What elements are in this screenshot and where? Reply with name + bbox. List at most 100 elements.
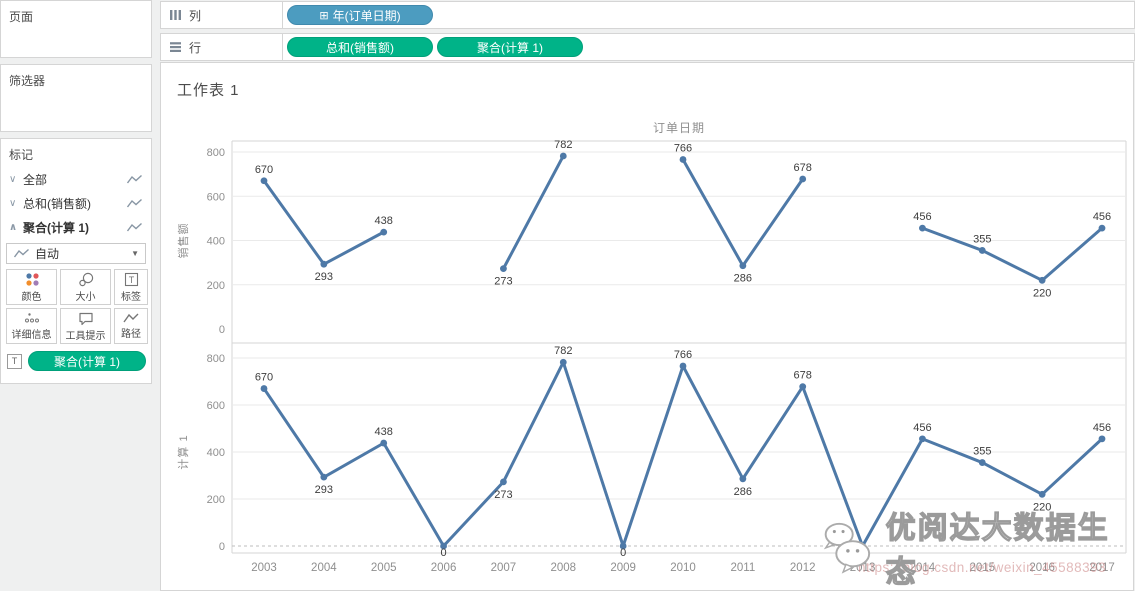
svg-text:286: 286 (734, 486, 752, 498)
worksheet-area: 工作表 1 订单日期 0 200 400 600 800 销售额 670 293 438 273 7… (160, 62, 1134, 591)
svg-text:2015: 2015 (969, 562, 995, 574)
line-mark-icon (126, 174, 143, 185)
svg-text:678: 678 (794, 370, 812, 382)
svg-text:800: 800 (207, 353, 225, 365)
label-button[interactable]: T 标签 (114, 269, 148, 305)
svg-text:2003: 2003 (251, 562, 277, 574)
svg-text:400: 400 (207, 236, 225, 248)
svg-text:355: 355 (973, 233, 991, 245)
svg-text:2011: 2011 (730, 562, 755, 574)
chevron-down-icon: ∨ (9, 173, 17, 185)
marks-item-all[interactable]: ∨ 全部 (1, 167, 151, 191)
svg-text:600: 600 (207, 191, 225, 203)
mark-type-value: 自动 (35, 247, 60, 261)
svg-text:2005: 2005 (371, 562, 397, 574)
svg-text:220: 220 (1033, 501, 1051, 513)
filters-shelf[interactable]: 筛选器 (0, 64, 152, 132)
color-button[interactable]: 颜色 (6, 269, 57, 305)
svg-text:293: 293 (315, 271, 333, 283)
text-label-icon: T (7, 353, 22, 369)
svg-text:782: 782 (554, 139, 572, 151)
path-line-icon (123, 313, 139, 323)
svg-text:2009: 2009 (610, 562, 636, 574)
svg-text:2017: 2017 (1089, 562, 1115, 574)
svg-text:2012: 2012 (790, 562, 816, 574)
svg-text:456: 456 (913, 211, 931, 223)
line-mark-icon (13, 248, 30, 259)
pill-agg-calc1-label[interactable]: 聚合(计算 1) (28, 351, 146, 371)
tooltip-bubble-icon (78, 312, 93, 325)
color-dots-icon (25, 272, 39, 286)
svg-text:0: 0 (219, 541, 225, 553)
svg-text:438: 438 (375, 215, 393, 227)
svg-text:670: 670 (255, 372, 273, 384)
marks-card: 标记 ∨ 全部 ∨ 总和(销售额) ∧ 聚合(计算 1) 自动 ▼ (0, 138, 152, 384)
svg-text:400: 400 (207, 447, 225, 459)
svg-text:2016: 2016 (1029, 562, 1055, 574)
pill-sum-sales[interactable]: 总和(销售额) (287, 37, 433, 57)
svg-text:273: 273 (494, 489, 512, 501)
svg-text:670: 670 (255, 164, 273, 176)
svg-text:销售额: 销售额 (176, 223, 190, 259)
chevron-down-icon: ▼ (131, 249, 139, 258)
svg-text:456: 456 (913, 422, 931, 434)
svg-text:273: 273 (494, 276, 512, 288)
svg-text:220: 220 (1033, 287, 1051, 299)
marks-item-label: 聚合(计算 1) (23, 220, 90, 235)
pill-agg-calc1[interactable]: 聚合(计算 1) (437, 37, 583, 57)
svg-text:766: 766 (674, 143, 692, 155)
filters-label: 筛选器 (9, 74, 46, 88)
svg-text:T: T (128, 275, 134, 285)
expand-plus-icon: ⊞ (319, 9, 329, 22)
svg-text:456: 456 (1093, 422, 1111, 434)
pages-shelf[interactable]: 页面 (0, 0, 152, 58)
svg-text:2014: 2014 (910, 562, 936, 574)
svg-text:800: 800 (207, 147, 225, 159)
tooltip-button[interactable]: 工具提示 (60, 308, 111, 344)
svg-text:2010: 2010 (670, 562, 696, 574)
rows-shelf[interactable]: 行 总和(销售额) 聚合(计算 1) (160, 33, 1135, 61)
pages-label: 页面 (9, 10, 34, 24)
svg-text:766: 766 (674, 349, 692, 361)
path-button[interactable]: 路径 (114, 308, 148, 344)
marks-item-sum-sales[interactable]: ∨ 总和(销售额) (1, 191, 151, 215)
chevron-down-icon: ∨ (9, 197, 17, 209)
svg-text:782: 782 (554, 345, 572, 357)
line-mark-icon (126, 222, 143, 233)
svg-text:0: 0 (441, 547, 447, 559)
rows-label: 行 (189, 40, 202, 55)
marks-label: 标记 (9, 148, 34, 162)
chevron-up-icon: ∧ (9, 221, 18, 233)
line-mark-icon (126, 198, 143, 209)
svg-text:355: 355 (973, 446, 991, 458)
svg-text:456: 456 (1093, 211, 1111, 223)
columns-shelf-header: 列 (161, 2, 283, 28)
svg-text:0: 0 (620, 547, 626, 559)
detail-button[interactable]: 详细信息 (6, 308, 57, 344)
svg-text:2006: 2006 (431, 562, 457, 574)
svg-text:600: 600 (207, 400, 225, 412)
size-button[interactable]: 大小 (60, 269, 111, 305)
line-charts: 0 200 400 600 800 销售额 670 293 438 273 782 766 286 678… (176, 139, 1127, 574)
svg-text:200: 200 (207, 494, 225, 506)
svg-text:286: 286 (734, 273, 752, 285)
chart-title: 订单日期 (652, 121, 705, 135)
svg-text:0: 0 (219, 324, 225, 336)
sheet-title: 工作表 1 (177, 82, 240, 99)
mark-type-dropdown[interactable]: 自动 ▼ (6, 243, 146, 264)
detail-dots-icon (24, 313, 39, 323)
marks-item-agg-calc1[interactable]: ∧ 聚合(计算 1) (1, 215, 151, 239)
size-circles-icon (78, 272, 93, 286)
columns-shelf[interactable]: 列 ⊞ 年(订单日期) (160, 1, 1135, 29)
rows-shelf-header: 行 (161, 34, 283, 60)
marks-item-label: 总和(销售额) (23, 196, 91, 211)
svg-text:计算 1: 计算 1 (176, 434, 190, 469)
svg-text:293: 293 (315, 484, 333, 496)
svg-text:438: 438 (375, 426, 393, 438)
marks-item-label: 全部 (23, 172, 48, 187)
pill-year-order-date[interactable]: ⊞ 年(订单日期) (287, 5, 433, 25)
text-label-icon: T (124, 272, 138, 286)
columns-icon (169, 9, 182, 21)
svg-text:0: 0 (860, 547, 866, 559)
svg-text:200: 200 (207, 280, 225, 292)
